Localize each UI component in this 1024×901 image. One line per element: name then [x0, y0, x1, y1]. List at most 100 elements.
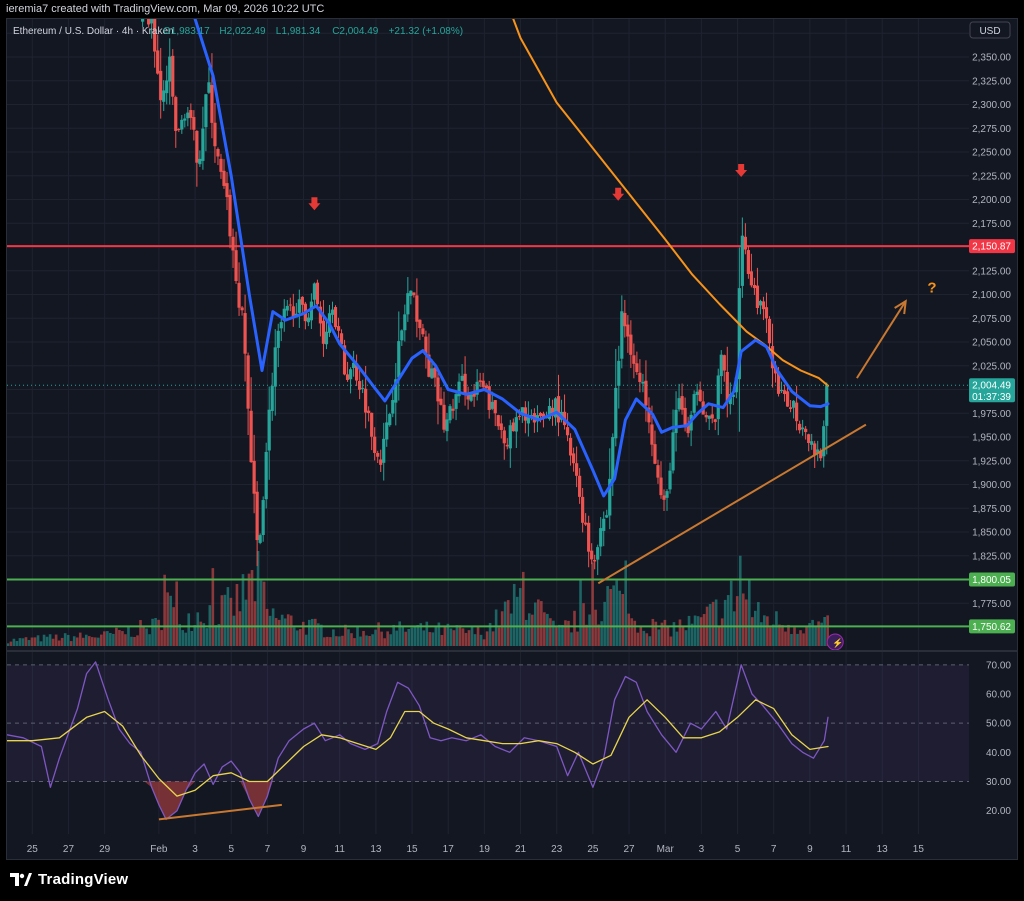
volume-bar: [368, 635, 371, 646]
candle-body: [680, 396, 684, 410]
candle-body: [451, 408, 455, 411]
last-price-tag-bg: [969, 378, 1015, 403]
candle-body: [288, 304, 292, 306]
time-axis-tick-label: 15: [406, 844, 418, 855]
candle-body: [463, 373, 467, 393]
volume-bar: [7, 643, 10, 646]
price-axis-tick-label: 1,825.00: [972, 551, 1011, 562]
candle-body: [502, 430, 506, 444]
volume-bar: [94, 637, 97, 646]
candle-body: [686, 425, 690, 434]
candle-body: [776, 371, 781, 394]
candle-body: [779, 389, 784, 392]
volume-bar: [359, 636, 362, 646]
candle-body: [385, 422, 389, 440]
legend-ohlc-value: +21.32 (+1.08%): [389, 26, 464, 37]
candle-body: [210, 84, 214, 123]
volume-bar: [808, 623, 811, 646]
candle-body: [791, 400, 796, 408]
volume-bar: [304, 634, 308, 646]
volume-bar: [329, 637, 332, 646]
candle-body: [590, 550, 594, 560]
volume-bar: [292, 627, 296, 646]
candle-body: [641, 381, 645, 384]
candle-body: [342, 345, 347, 375]
chart-svg[interactable]: ?⚡2,375.002,350.002,325.002,300.002,275.…: [7, 19, 1017, 859]
candle-body: [565, 427, 570, 436]
candle-body: [189, 110, 193, 118]
volume-bar: [57, 640, 61, 646]
candle-body: [246, 355, 250, 409]
candle-body: [638, 372, 642, 382]
candle-body: [475, 381, 479, 395]
candle-body: [716, 375, 720, 420]
volume-bar: [338, 636, 341, 646]
candle-body: [587, 522, 591, 552]
candle-body: [743, 236, 747, 250]
volume-bar: [618, 590, 622, 646]
volume-bar: [320, 624, 323, 646]
candle-body: [333, 307, 338, 328]
candle-body: [795, 402, 799, 422]
candle-body: [614, 387, 618, 439]
volume-bar: [708, 604, 712, 646]
candle-body: [653, 444, 657, 464]
volume-bar: [256, 551, 260, 646]
level-tag-support: 1,800.05: [969, 572, 1015, 587]
candle-body: [550, 407, 555, 416]
candle-body: [683, 407, 687, 426]
volume-bar: [413, 625, 417, 646]
volume-bar: [488, 622, 492, 646]
last-price-tag-label: 2,004.49: [972, 381, 1011, 392]
candle-body: [421, 328, 425, 335]
volume-bar: [127, 626, 130, 646]
volume-bar: [121, 631, 124, 646]
volume-bar: [491, 631, 495, 646]
volume-bar: [371, 634, 374, 646]
volume-bar: [142, 625, 145, 646]
price-axis-tick-label: 2,050.00: [972, 338, 1011, 349]
projection-arrow-shaft: [856, 300, 907, 379]
price-axis-tick-label: 2,300.00: [972, 100, 1011, 111]
volume-bar: [416, 625, 420, 646]
candle-body: [499, 423, 503, 430]
candle-body: [568, 437, 573, 456]
candle-body: [300, 296, 304, 305]
volume-bar: [347, 629, 350, 646]
volume-bar: [729, 580, 733, 646]
time-axis-tick-label: 19: [479, 844, 491, 855]
volume-bar: [332, 629, 335, 646]
legend-ohlc-value: L1,981.34: [276, 26, 321, 37]
candle-body: [273, 347, 277, 387]
candle-body: [469, 394, 473, 401]
candle-body: [481, 380, 485, 387]
volume-bar: [576, 631, 579, 646]
legend: Ethereum / U.S. Dollar · 4h · KrakenO1,9…: [13, 26, 463, 37]
candle-body: [409, 290, 413, 296]
candle-body: [659, 477, 663, 496]
level-tag-resistance: 2,150.87: [969, 239, 1015, 254]
candle-body: [370, 412, 374, 437]
candle-body: [321, 320, 326, 344]
chart-background: [7, 19, 1017, 859]
volume-bar: [744, 599, 748, 646]
candle-body: [147, 19, 151, 25]
tradingview-logo: TradingView: [10, 871, 128, 888]
candle-body: [635, 363, 639, 373]
candle-body: [361, 387, 365, 389]
candle-body: [662, 495, 666, 500]
volume-bar: [645, 633, 649, 646]
candle-body: [406, 293, 410, 315]
candle-body: [819, 451, 823, 459]
candle-body: [339, 333, 344, 345]
volume-bar: [280, 614, 284, 646]
volume-bar: [30, 637, 34, 646]
candle-body: [755, 285, 760, 308]
time-axis-tick-label: 25: [27, 844, 39, 855]
candle-body: [436, 377, 440, 402]
candle-body: [650, 424, 654, 445]
volume-bar: [9, 641, 13, 646]
volume-bar: [443, 625, 447, 646]
candle-body: [511, 422, 515, 432]
candle-body: [665, 491, 669, 498]
